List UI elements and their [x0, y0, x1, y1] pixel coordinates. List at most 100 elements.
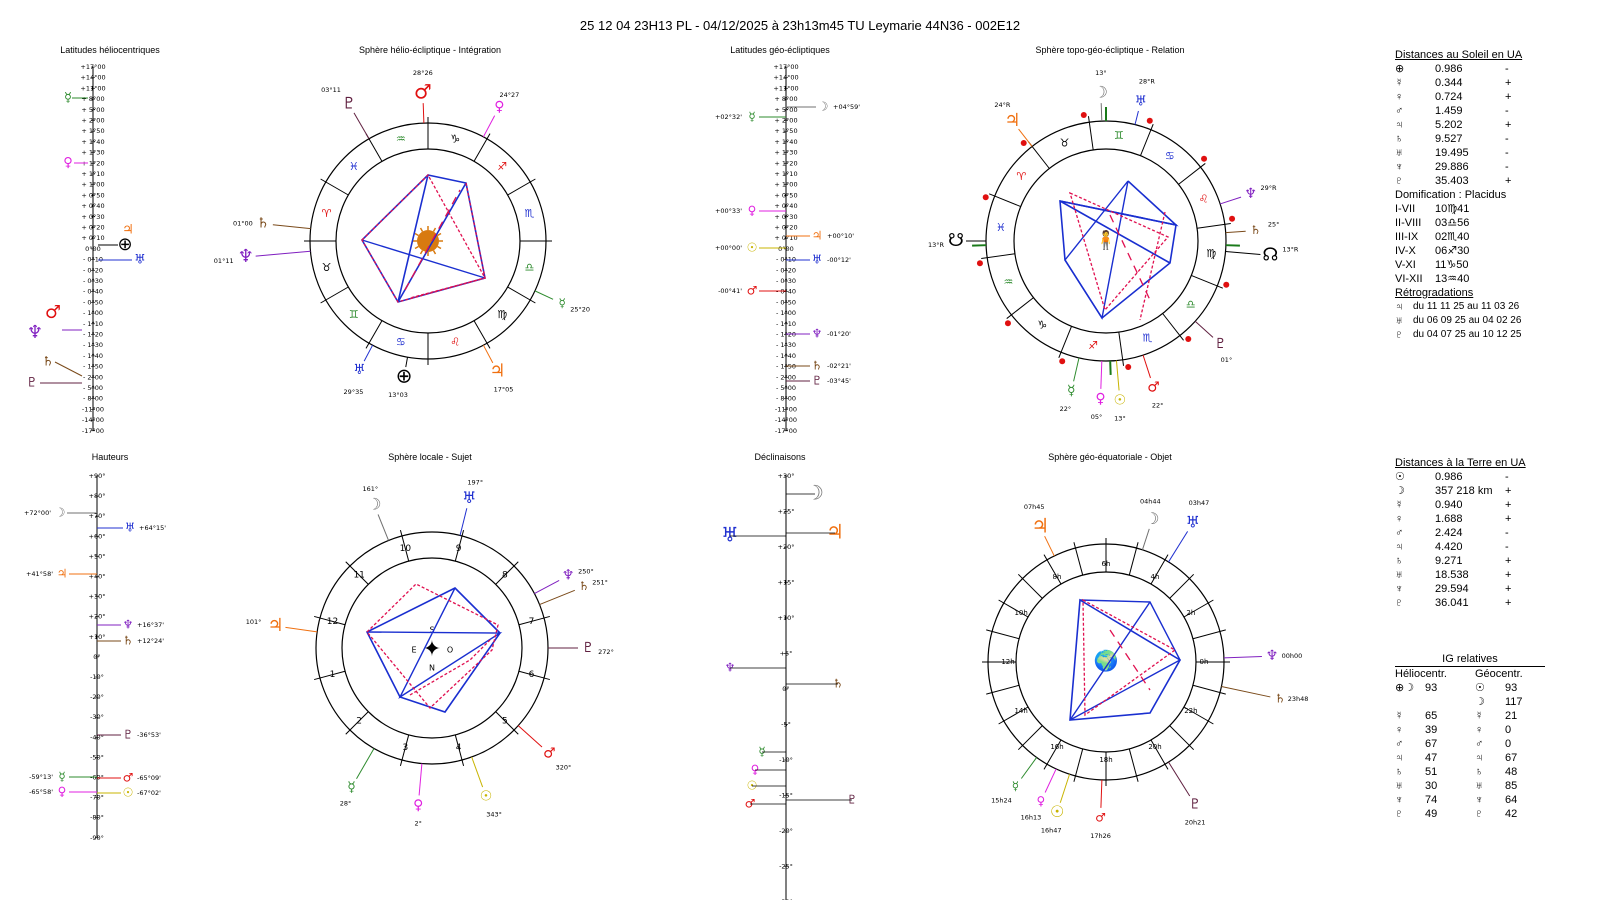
topo-zodiac-taurus: ♉ — [1060, 136, 1070, 149]
topo-mars-label: 22° — [1152, 401, 1164, 409]
local-jupiter-label: 101° — [246, 618, 262, 626]
equat-mars-label: 17h26 — [1090, 832, 1111, 840]
equat-pluto-icon: ♇ — [1189, 796, 1202, 812]
ig-row: ⊕☽ 93 ☉ 93 — [1395, 681, 1545, 695]
ig-helio-symbol-icon: ♅ — [1395, 780, 1404, 792]
local-house-12: 12 — [327, 617, 338, 627]
decl-scale-tick-label: +30° — [778, 472, 795, 480]
topo-moon-pointer — [1100, 103, 1103, 122]
local-moon-icon: ☽ — [367, 495, 381, 514]
helio-lat-scale-tick-label: + 1°50 — [81, 127, 104, 135]
helio-lat-scale-tick-label: + 1°30 — [81, 149, 104, 157]
helio-lat-scale-tick-label: +14°00 — [80, 74, 105, 82]
topo-node-n-label: 13°R — [1282, 245, 1299, 253]
wheel-division — [507, 286, 536, 304]
geo-lat-scale-tick-label: - 0°50 — [776, 298, 796, 306]
topo-zodiac-virgo: ♍ — [1206, 247, 1216, 260]
equat-jupiter-icon: ♃ — [1031, 514, 1049, 538]
haut-scale-tick-label: +70° — [89, 512, 106, 520]
local-uranus-label: 197° — [467, 479, 483, 487]
wheel-division — [399, 530, 410, 562]
equat-moon-pointer — [1141, 528, 1150, 550]
helio-uranus-pointer — [363, 344, 374, 362]
wheel-division — [518, 615, 550, 626]
equat-aspect-blue — [1069, 598, 1182, 721]
ig-helio-value: 39 — [1425, 724, 1438, 736]
dist-sun-symbol-icon: ♇ — [1395, 175, 1404, 187]
geo-lat-scale-tick-label: 0°00 — [778, 245, 794, 253]
haut-scale-tick-label: -80° — [90, 814, 104, 822]
globe-icon: 🌍 — [1094, 649, 1119, 673]
haut-scale-tick-label: +30° — [89, 593, 106, 601]
wheel-division — [1191, 275, 1224, 289]
domif-house: V-XI — [1395, 259, 1416, 271]
ig-geo-value: 42 — [1505, 808, 1518, 820]
local-mars-pointer — [517, 725, 543, 748]
equat-hour-14h: 14h — [1014, 707, 1027, 715]
ig-helio-symbol-icon — [1395, 695, 1425, 709]
helio-lat-saturn-icon: ♄ — [42, 355, 54, 370]
dist-sun-sign: - — [1505, 133, 1509, 145]
topo-neptune-icon: ♆ — [1244, 186, 1257, 202]
helio-pluto-label: 03°11 — [321, 86, 341, 94]
dist-earth-row: ☽ 357 218 km + — [1395, 484, 1585, 498]
haut-saturn-icon: ♄ — [123, 634, 134, 648]
wheel-division — [1140, 123, 1154, 156]
geo-lat-mercury-label: +02°32' — [715, 113, 742, 121]
helio-lat-scale-tick-label: +11°00 — [80, 84, 105, 92]
compass-n: N — [429, 664, 435, 673]
ig-geo-value: 93 — [1505, 682, 1518, 694]
local-moon-label: 161° — [362, 485, 378, 493]
ig-helio-value: 47 — [1425, 752, 1438, 764]
helio-lat-venus-icon: ♀ — [63, 156, 73, 171]
helio-zodiac-leo: ♌ — [450, 335, 460, 348]
domif-row: II-VIII 03♎56 — [1395, 216, 1585, 230]
topo-house-dot — [1201, 155, 1208, 162]
ig-helio-value: 67 — [1425, 738, 1438, 750]
topo-jupiter-label: 24°R — [994, 101, 1011, 109]
dist-earth-sign: + — [1505, 583, 1512, 595]
helio-saturn-icon: ♄ — [257, 216, 270, 232]
dist-earth-sign: + — [1505, 499, 1512, 511]
geo-lat-scale-tick-label: + 1°00 — [774, 181, 797, 189]
dist-earth-symbol-icon: ♄ — [1395, 555, 1404, 567]
haut-scale-tick-label: -50° — [90, 753, 104, 761]
wheel-division — [495, 561, 519, 585]
ig-row: ♀ 39 ♀ 0 — [1395, 723, 1545, 737]
geo-lat-scale-tick-label: - 0°20 — [776, 266, 796, 274]
helio-aspect-red-2 — [409, 182, 486, 299]
dist-earth-sign: + — [1505, 597, 1512, 609]
dist-earth-row: ♂ 2.424 - — [1395, 526, 1585, 540]
dist-sun-sign: - — [1505, 161, 1509, 173]
ig-helio-symbol-icon: ♀ — [1395, 724, 1404, 736]
topo-uranus-icon: ♅ — [1135, 93, 1148, 109]
equat-moon-icon: ☽ — [1145, 509, 1159, 528]
geo-lat-scale-tick-label: - 5°00 — [776, 384, 796, 392]
topo-pluto-label: 01° — [1221, 356, 1233, 364]
local-house-1: 1 — [330, 670, 336, 680]
topo-saturn-icon: ♄ — [1250, 223, 1261, 237]
equat-neptune-icon: ♆ — [1266, 648, 1279, 664]
dist-sun-value: 19.495 — [1435, 147, 1469, 159]
haut-scale-tick-label: -70° — [90, 794, 104, 802]
local-pluto-label: 272° — [598, 648, 614, 656]
helio-lat-pluto-icon: ♇ — [26, 376, 38, 391]
helio-lat-neptune-icon: ♆ — [27, 322, 43, 343]
ig-row: ♇ 49 ♇ 42 — [1395, 807, 1545, 821]
topo-zodiac-libra: ♎ — [1186, 298, 1196, 311]
panel-title-local-sphere: Sphère locale - Sujet — [388, 452, 472, 462]
topo-zodiac-aries: ♈ — [1016, 170, 1026, 183]
topo-jupiter-icon: ♃ — [1004, 110, 1020, 131]
wheel-division — [399, 734, 410, 766]
local-neptune-icon: ♆ — [562, 568, 575, 584]
helio-aspect-blue-3 — [361, 239, 486, 279]
retro-row: ♃ du 11 11 25 au 11 03 26 — [1395, 300, 1585, 314]
local-saturn-label: 251° — [592, 579, 608, 587]
ig-geo-value: 48 — [1505, 766, 1518, 778]
helio-jupiter-label: 17°05 — [494, 386, 514, 394]
panel-title-equat-sphere: Sphère géo-équatoriale - Objet — [1048, 452, 1172, 462]
ig-geo-value: 0 — [1505, 724, 1512, 736]
dist-sun-value: 1.459 — [1435, 105, 1463, 117]
equat-hour-22h: 22h — [1184, 707, 1197, 715]
